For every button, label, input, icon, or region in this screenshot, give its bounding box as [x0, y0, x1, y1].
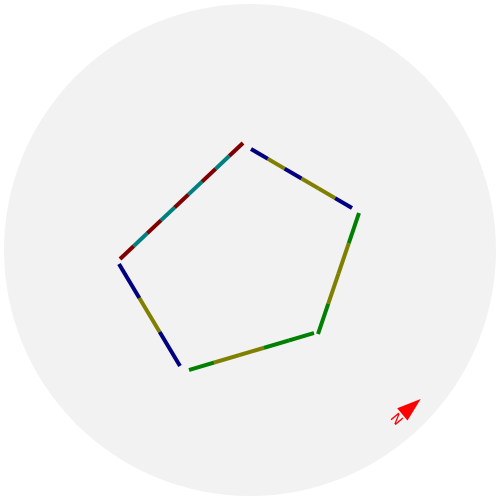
track-segment-green — [346, 212, 361, 244]
edge-bottom — [188, 331, 315, 372]
track-segment-green — [263, 338, 290, 350]
track-segment-navy — [157, 330, 182, 368]
track-segment-olive — [317, 186, 337, 200]
edge-top-left — [118, 141, 245, 261]
track-segment-green — [288, 331, 315, 343]
track-segment-teal — [159, 205, 177, 222]
track-segment-navy — [117, 262, 142, 300]
track-segment-teal — [132, 231, 149, 248]
track-segment-olive — [213, 353, 240, 365]
track-segment-navy — [334, 196, 354, 210]
track-segment-olive — [300, 176, 320, 191]
edge-left — [117, 262, 182, 368]
track-segment-maroon — [118, 244, 136, 261]
north-arrow-icon — [397, 399, 421, 421]
track-segment-maroon — [200, 167, 218, 184]
arena-disc — [4, 4, 496, 496]
edge-right — [316, 212, 361, 335]
track-segment-navy — [283, 166, 303, 181]
track-segment-maroon — [173, 193, 190, 209]
track-segment-olive — [326, 272, 341, 305]
track-outline — [117, 141, 361, 372]
track-segment-navy — [249, 147, 269, 161]
track-segment-maroon — [227, 141, 245, 158]
edge-top-right — [249, 147, 354, 210]
track-segment-teal — [186, 180, 204, 197]
track-segment-teal — [214, 154, 231, 171]
track-segment-olive — [238, 345, 265, 358]
track-segment-green — [188, 360, 215, 372]
track-segment-olive — [137, 296, 162, 334]
track-segment-olive — [266, 157, 286, 171]
track-segment-olive — [336, 242, 351, 275]
track-segment-green — [316, 303, 331, 335]
track-segment-maroon — [145, 218, 163, 235]
